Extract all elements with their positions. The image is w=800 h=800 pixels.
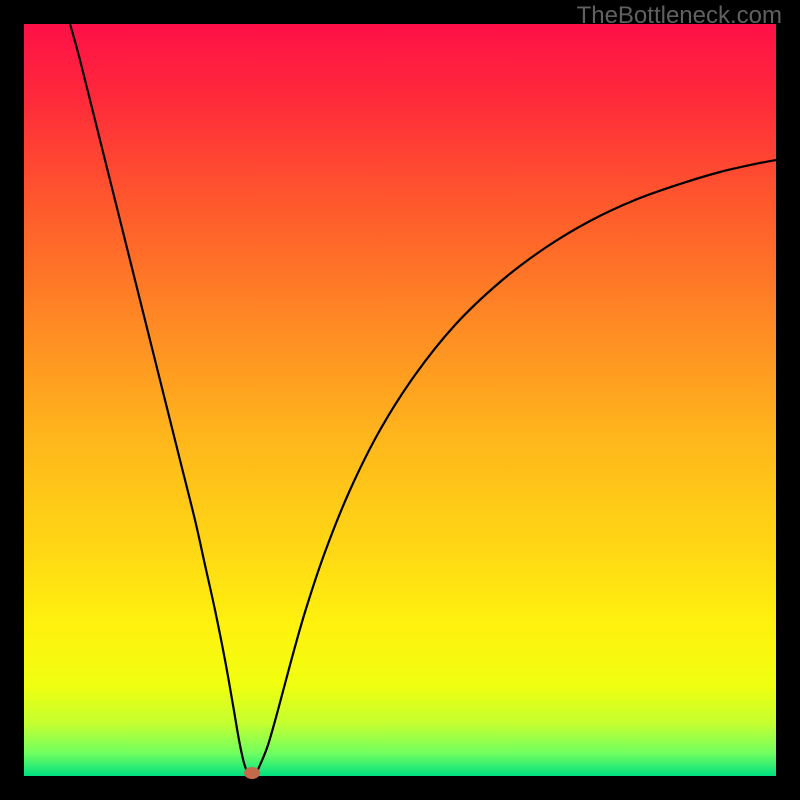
watermark-text: TheBottleneck.com [577, 2, 782, 30]
curve-overlay [0, 0, 800, 800]
watermark-label: TheBottleneck.com [577, 2, 782, 29]
minimum-point-marker [244, 767, 260, 779]
bottleneck-curve [70, 24, 776, 776]
chart-container: TheBottleneck.com [0, 0, 800, 800]
